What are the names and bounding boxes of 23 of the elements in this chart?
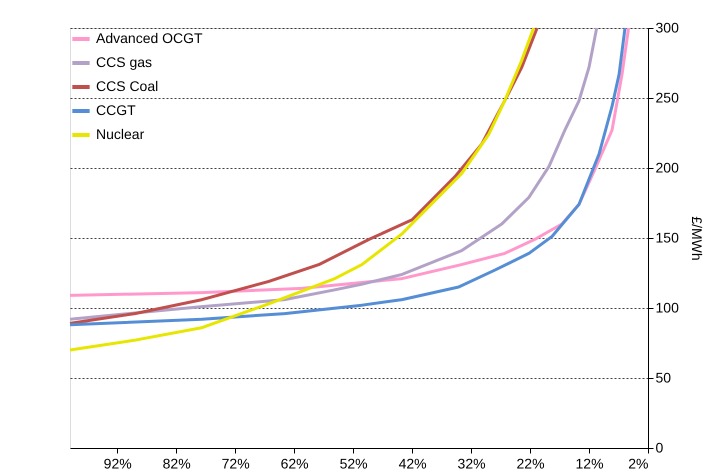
x-tick-label: 12% [576,456,604,472]
x-tick-label: 62% [280,456,309,472]
y-tick-label: 300 [656,20,680,36]
legend-label: CCGT [96,102,136,118]
y-tick-label: 200 [656,160,680,176]
y-tick-label: 250 [656,90,680,106]
x-tick-label: 82% [162,456,191,472]
y-axis-title: £/MWh [688,216,705,261]
x-tick-label: 92% [104,456,132,472]
legend-label: CCS gas [96,54,152,70]
y-tick-label: 0 [656,440,664,456]
legend-label: CCS Coal [96,78,158,94]
y-tick-label: 50 [656,370,672,386]
x-tick-label: 22% [516,456,545,472]
legend-label: Nuclear [96,126,145,142]
x-tick-label: 42% [398,456,427,472]
x-tick-label: 72% [222,456,250,472]
y-tick-label: 150 [656,230,680,246]
y-tick-label: 100 [656,300,680,316]
x-tick-label: 2% [628,456,648,472]
x-tick-label: 52% [340,456,368,472]
x-tick-label: 32% [458,456,486,472]
legend-label: Advanced OCGT [96,30,204,46]
